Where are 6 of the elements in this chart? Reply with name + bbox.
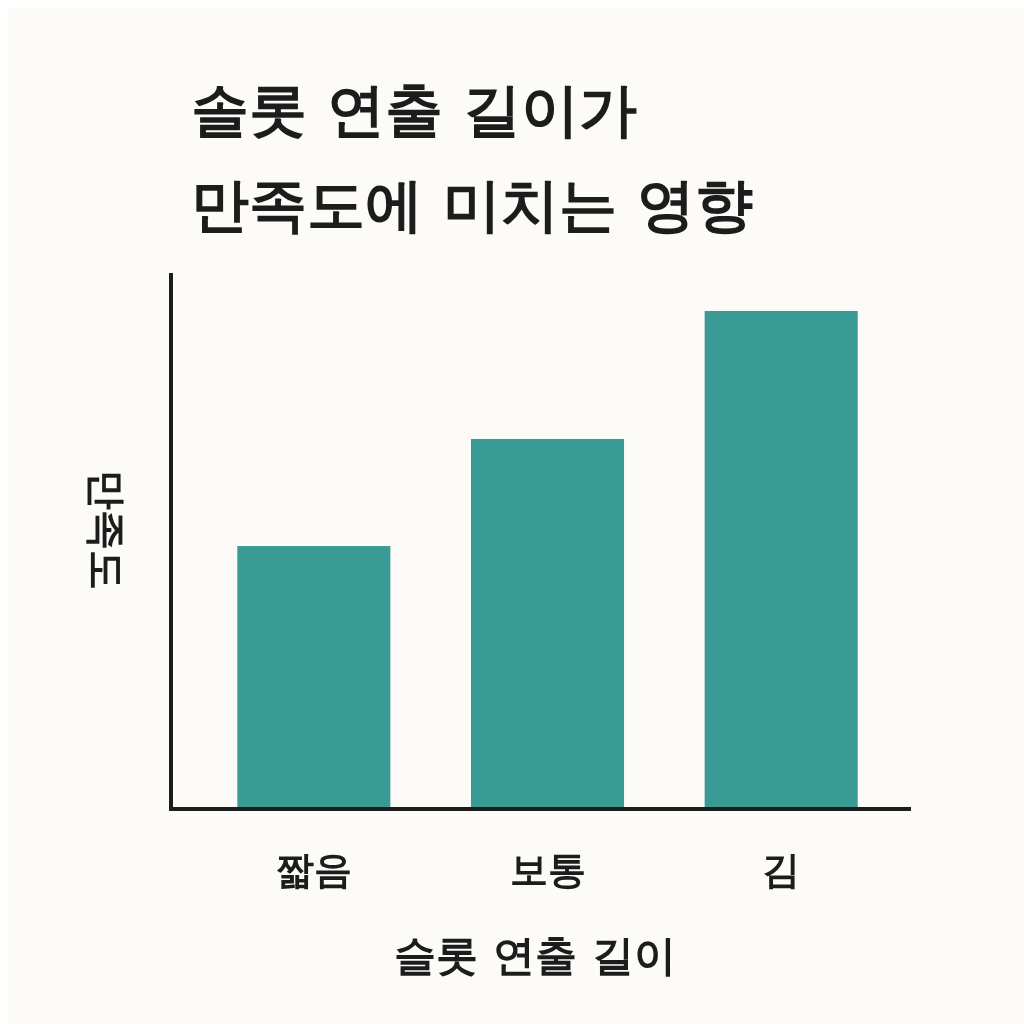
x-tick-label: 짧음 [275,848,352,892]
chart-title: 솔롯 연출 길이가 만족도에 미치는 영향 [191,76,754,239]
x-tick-label: 보통 [509,848,586,892]
x-axis-title: 슬롯 연출 길이 [394,931,676,980]
x-tick-label: 김 [762,848,801,892]
y-axis-title: 만족도 [84,470,130,590]
